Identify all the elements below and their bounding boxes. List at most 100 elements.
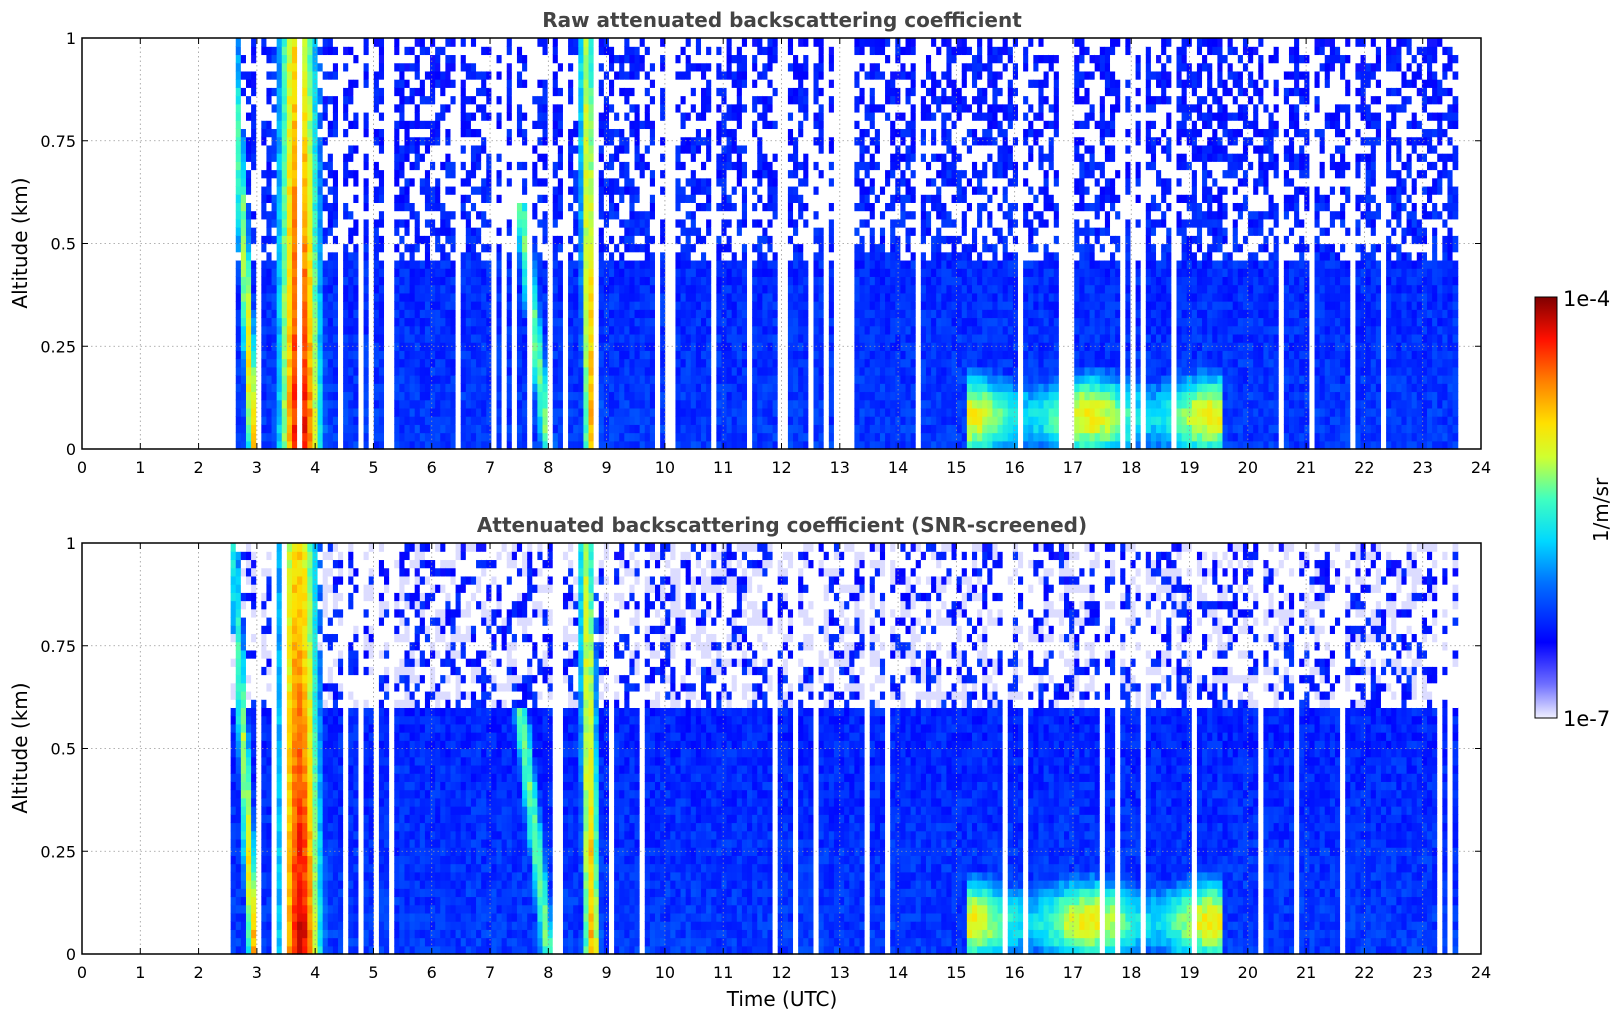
heat-cell	[251, 383, 257, 392]
heat-cell	[358, 293, 364, 302]
heat-cell	[389, 63, 395, 72]
heat-cell	[583, 153, 589, 162]
heat-cell	[696, 219, 702, 228]
heat-cell	[568, 71, 574, 80]
heat-cell	[696, 178, 702, 187]
heat-cell	[716, 391, 722, 400]
heat-cell	[369, 433, 375, 442]
heat-cell	[635, 161, 641, 170]
heat-cell	[277, 194, 283, 203]
heat-cell	[389, 170, 395, 179]
heat-cell	[333, 227, 339, 236]
heat-cell	[563, 219, 569, 228]
heat-cell	[645, 71, 651, 80]
heat-cell	[543, 54, 549, 63]
heat-cell	[716, 326, 722, 335]
heat-cell	[701, 79, 707, 88]
heat-cell	[517, 367, 523, 376]
heat-cell	[297, 433, 303, 442]
heat-cell	[476, 235, 482, 244]
heat-cell	[650, 104, 656, 113]
heat-cell	[261, 260, 267, 269]
heat-cell	[246, 104, 252, 113]
heat-cell	[404, 408, 410, 417]
heat-cell	[655, 301, 661, 310]
heat-cell	[415, 54, 421, 63]
heat-cell	[589, 268, 595, 277]
heat-cell	[737, 235, 743, 244]
heat-cell	[594, 120, 600, 129]
heat-cell	[732, 367, 738, 376]
heat-cell	[558, 235, 564, 244]
heat-cell	[701, 235, 707, 244]
heat-cell	[594, 252, 600, 261]
heat-cell	[420, 227, 426, 236]
heat-cell	[614, 309, 620, 318]
heat-cell	[583, 46, 589, 55]
heat-cell	[486, 46, 492, 55]
heat-cell	[399, 317, 405, 326]
heat-cell	[701, 375, 707, 384]
heat-cell	[343, 285, 349, 294]
heat-cell	[466, 326, 472, 335]
heat-cell	[701, 63, 707, 72]
heat-cell	[358, 350, 364, 359]
heat-cell	[670, 227, 676, 236]
heat-cell	[292, 104, 298, 113]
heat-cell	[609, 112, 615, 121]
heat-cell	[583, 276, 589, 285]
heat-cell	[323, 433, 329, 442]
heat-cell	[716, 178, 722, 187]
heat-cell	[272, 235, 278, 244]
heat-cell	[231, 202, 237, 211]
heat-cell	[277, 416, 283, 425]
heat-cell	[629, 359, 635, 368]
heat-cell	[481, 400, 487, 409]
heat-cell	[420, 416, 426, 425]
heat-cell	[594, 424, 600, 433]
heat-cell	[338, 408, 344, 417]
heat-cell	[287, 416, 293, 425]
heat-cell	[481, 326, 487, 335]
heat-cell	[287, 285, 293, 294]
heat-cell	[512, 424, 518, 433]
heat-cell	[364, 285, 370, 294]
heat-cell	[609, 194, 615, 203]
heat-cell	[333, 433, 339, 442]
heat-cell	[266, 219, 272, 228]
heat-cell	[481, 71, 487, 80]
heat-cell	[476, 219, 482, 228]
heat-cell	[338, 38, 344, 47]
heat-cell	[297, 391, 303, 400]
heat-cell	[716, 112, 722, 121]
heat-cell	[440, 227, 446, 236]
heat-cell	[272, 54, 278, 63]
heat-cell	[307, 63, 313, 72]
heat-cell	[543, 285, 549, 294]
heat-cell	[706, 54, 712, 63]
heat-cell	[532, 391, 538, 400]
heat-cell	[522, 260, 528, 269]
heat-cell	[297, 260, 303, 269]
heat-cell	[328, 128, 334, 137]
heat-cell	[655, 87, 661, 96]
heat-cell	[589, 408, 595, 417]
heat-cell	[353, 400, 359, 409]
heat-cell	[323, 408, 329, 417]
heat-cell	[328, 400, 334, 409]
heat-cell	[333, 424, 339, 433]
heat-cell	[681, 112, 687, 121]
heat-cell	[389, 326, 395, 335]
heat-cell	[670, 137, 676, 146]
heat-cell	[338, 46, 344, 55]
heat-cell	[507, 375, 513, 384]
heat-cell	[266, 104, 272, 113]
heat-cell	[619, 120, 625, 129]
heat-cell	[323, 309, 329, 318]
heat-cell	[425, 96, 431, 105]
heat-cell	[583, 359, 589, 368]
heat-cell	[471, 309, 477, 318]
heat-cell	[358, 391, 364, 400]
heat-cell	[614, 46, 620, 55]
heat-cell	[594, 170, 600, 179]
